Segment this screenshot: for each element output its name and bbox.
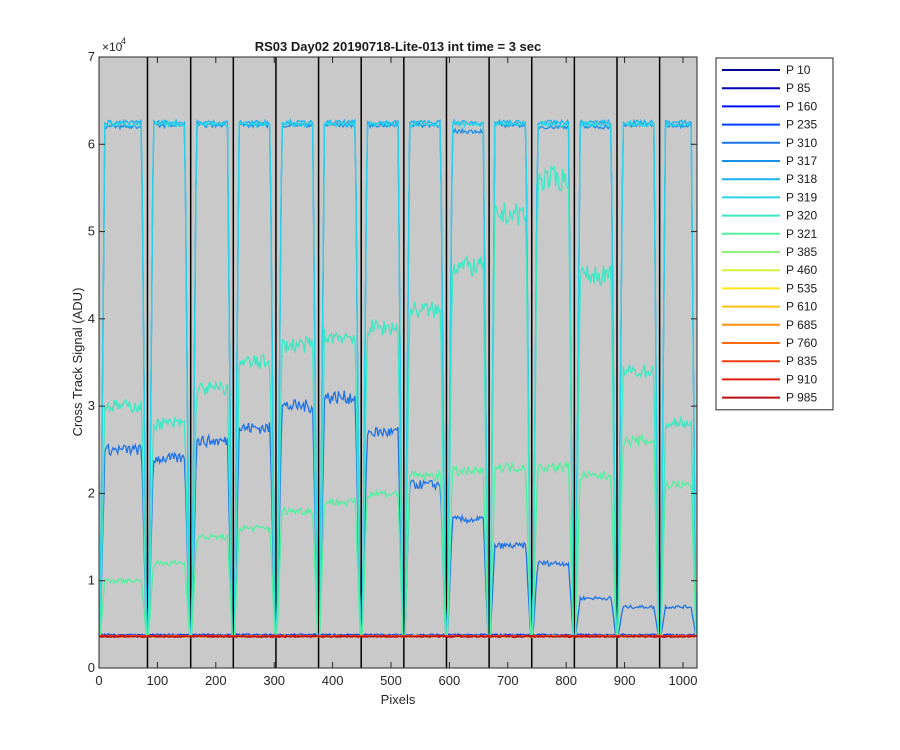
legend-label: P 535 (786, 281, 817, 295)
axes (98, 56, 698, 669)
x-tick-label: 900 (614, 673, 636, 688)
series-lines (98, 117, 698, 639)
legend-label: P 460 (786, 263, 817, 277)
y-tick-label: 5 (88, 224, 95, 239)
legend-label: P 910 (786, 372, 817, 386)
y-exponent-power: 4 (121, 36, 126, 46)
x-tick-label: 800 (555, 673, 577, 688)
x-tick-label: 0 (95, 673, 102, 688)
x-tick-label: 400 (322, 673, 344, 688)
legend-label: P 317 (786, 154, 817, 168)
legend-label: P 321 (786, 227, 817, 241)
legend-label: P 685 (786, 318, 817, 332)
y-tick-label: 0 (88, 660, 95, 675)
chart-title: RS03 Day02 20190718-Lite-013 int time = … (255, 39, 542, 54)
x-tick-label: 700 (497, 673, 519, 688)
legend-label: P 310 (786, 136, 817, 150)
y-tick-label: 7 (88, 49, 95, 64)
y-tick-label: 6 (88, 136, 95, 151)
y-tick-label: 1 (88, 573, 95, 588)
x-tick-label: 300 (263, 673, 285, 688)
series-line-p-310 (99, 390, 697, 638)
y-exponent-base: ×10 (102, 40, 123, 54)
legend-label: P 610 (786, 300, 817, 314)
axes-box (98, 56, 698, 669)
legend-label: P 985 (786, 391, 817, 405)
legend-label: P 319 (786, 190, 817, 204)
legend-label: P 385 (786, 245, 817, 259)
y-ticks: 0 1 2 3 4 5 6 7 (88, 49, 697, 675)
legend-label: P 235 (786, 118, 817, 132)
y-tick-label: 3 (88, 398, 95, 413)
legend-label: P 760 (786, 336, 817, 350)
series-line-p-318 (99, 117, 697, 638)
segment-dividers (146, 57, 661, 668)
legend: P 10 P 85 P 160 P 235 P 310 P 317 P 318 P 319 P … (715, 57, 834, 411)
x-tick-label: 100 (147, 673, 169, 688)
legend-label: P 10 (786, 63, 811, 77)
series-line-p-985 (98, 634, 698, 639)
x-tick-label: 500 (380, 673, 402, 688)
series-line-p-319 (99, 119, 697, 638)
legend-label: P 318 (786, 172, 817, 186)
x-tick-label: 200 (205, 673, 227, 688)
legend-label: P 835 (786, 354, 817, 368)
y-tick-label: 2 (88, 485, 95, 500)
legend-label: P 160 (786, 99, 817, 113)
x-tick-label: 1000 (669, 673, 698, 688)
y-axis-label: Cross Track Signal (ADU) (70, 288, 85, 437)
x-axis-label: Pixels (381, 692, 416, 707)
series-line-p-321 (99, 433, 697, 638)
legend-label: P 85 (786, 81, 811, 95)
legend-label: P 320 (786, 209, 817, 223)
y-tick-label: 4 (88, 311, 95, 326)
series-line-p-320 (99, 164, 697, 638)
x-ticks: 0 100 200 300 400 500 600 700 800 900 1000 (95, 57, 697, 688)
x-tick-label: 600 (439, 673, 461, 688)
